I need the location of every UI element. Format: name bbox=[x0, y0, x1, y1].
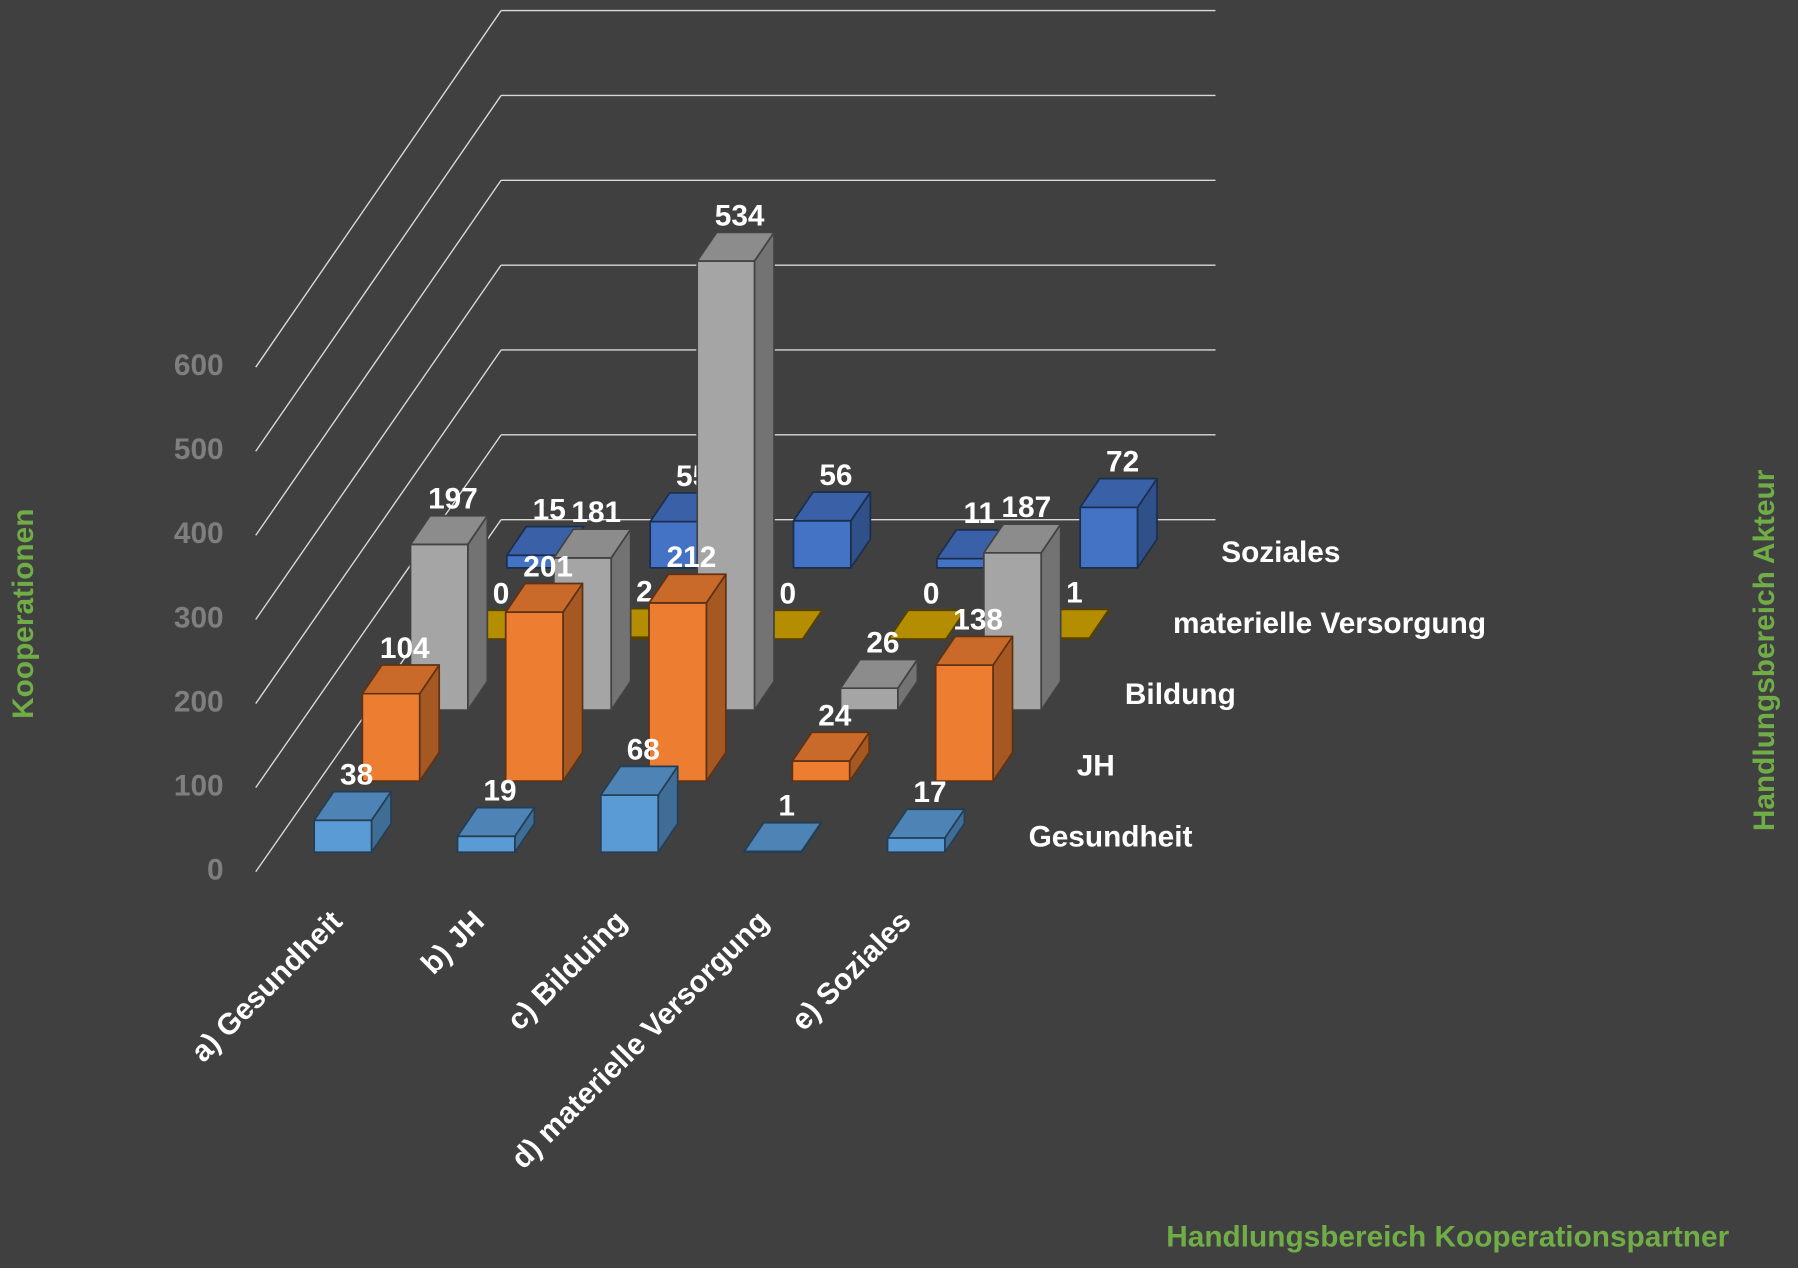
data-label: 2 bbox=[636, 576, 653, 609]
grid-line bbox=[255, 264, 502, 620]
y-tick-label: 300 bbox=[174, 601, 224, 634]
data-label: 212 bbox=[667, 541, 717, 574]
bar bbox=[456, 806, 536, 854]
data-label: 104 bbox=[380, 632, 430, 665]
bar-top bbox=[743, 821, 822, 853]
data-label: 11 bbox=[964, 497, 996, 530]
y-tick-label: 200 bbox=[174, 685, 224, 718]
grid-line bbox=[255, 349, 502, 704]
data-label: 0 bbox=[493, 577, 510, 610]
bar-top bbox=[887, 609, 967, 640]
data-label: 1 bbox=[1066, 576, 1083, 609]
bar bbox=[313, 790, 392, 854]
y-tick-label: 500 bbox=[174, 433, 224, 466]
bar bbox=[791, 731, 871, 783]
bar-top bbox=[839, 658, 919, 690]
data-label: 17 bbox=[913, 776, 946, 809]
data-label: 15 bbox=[533, 494, 566, 527]
bar bbox=[887, 609, 967, 640]
data-label: 0 bbox=[923, 577, 940, 610]
bar bbox=[839, 658, 919, 711]
data-label: 56 bbox=[819, 459, 852, 492]
data-label: 201 bbox=[523, 550, 573, 583]
legend-label: Soziales bbox=[1221, 536, 1340, 569]
bar-side bbox=[753, 231, 775, 711]
bar-top bbox=[361, 664, 441, 695]
bar-top bbox=[696, 231, 775, 262]
data-label: 72 bbox=[1106, 446, 1139, 479]
bar-top bbox=[648, 573, 727, 604]
bar bbox=[792, 491, 872, 569]
legend-label: JH bbox=[1077, 749, 1115, 782]
bar bbox=[743, 821, 822, 854]
bar-top bbox=[982, 523, 1062, 554]
bar-top bbox=[504, 582, 584, 613]
legend-label: Bildung bbox=[1125, 678, 1236, 711]
grid-line bbox=[255, 95, 502, 452]
bar bbox=[1079, 477, 1158, 569]
bar-side bbox=[705, 573, 727, 783]
bar-side bbox=[466, 514, 489, 711]
data-label: 0 bbox=[779, 577, 796, 610]
depth-axis-title: Handlungsbereich Akteur bbox=[1748, 469, 1781, 831]
x-axis-title: Handlungsbereich Kooperationspartner bbox=[1166, 1221, 1729, 1254]
bar-top bbox=[791, 731, 871, 762]
data-label: 138 bbox=[953, 603, 1003, 636]
y-tick-label: 600 bbox=[174, 349, 224, 382]
grid-line bbox=[255, 10, 502, 368]
bar-side bbox=[562, 582, 584, 783]
legend-label: materielle Versorgung bbox=[1173, 607, 1486, 640]
grid-line bbox=[255, 434, 502, 789]
y-axis-title: Kooperationen bbox=[7, 509, 40, 719]
bar-top bbox=[792, 491, 872, 522]
bar bbox=[886, 808, 966, 854]
bar-front bbox=[456, 835, 516, 854]
bar bbox=[504, 582, 584, 783]
data-label: 38 bbox=[340, 759, 373, 792]
bar-side bbox=[1040, 523, 1062, 711]
grid-line bbox=[255, 179, 502, 536]
data-label: 24 bbox=[818, 699, 852, 732]
bar bbox=[600, 765, 679, 854]
data-label: 19 bbox=[483, 775, 516, 808]
bar-top bbox=[1079, 477, 1158, 509]
bar-top bbox=[552, 528, 632, 559]
bar bbox=[648, 573, 727, 783]
data-label: 68 bbox=[627, 733, 660, 766]
bar-front bbox=[600, 794, 660, 854]
bar-top bbox=[600, 765, 679, 796]
bar-top bbox=[456, 806, 536, 838]
bar-front bbox=[504, 611, 564, 783]
bar-front bbox=[1079, 506, 1139, 569]
y-tick-label: 400 bbox=[174, 517, 224, 550]
bar-front bbox=[313, 819, 373, 854]
legend-label: Gesundheit bbox=[1029, 820, 1193, 853]
bar-front bbox=[792, 519, 852, 569]
bar-top bbox=[313, 790, 392, 822]
bar bbox=[361, 664, 441, 783]
y-tick-label: 0 bbox=[207, 854, 224, 887]
data-label: 187 bbox=[1001, 491, 1051, 524]
data-label: 197 bbox=[428, 483, 478, 516]
bar-top bbox=[934, 635, 1014, 666]
bar-top bbox=[886, 808, 966, 839]
bar-front bbox=[648, 602, 708, 783]
data-label: 1 bbox=[778, 790, 795, 823]
bar-top bbox=[409, 514, 489, 546]
bar-front bbox=[934, 664, 994, 783]
bar-front bbox=[886, 837, 946, 854]
y-tick-label: 100 bbox=[174, 770, 224, 803]
bar bbox=[934, 635, 1014, 783]
bar-side bbox=[610, 528, 632, 711]
data-label: 26 bbox=[866, 626, 899, 659]
data-label: 181 bbox=[571, 496, 621, 529]
bar-front bbox=[791, 760, 851, 783]
data-label: 534 bbox=[715, 199, 765, 232]
